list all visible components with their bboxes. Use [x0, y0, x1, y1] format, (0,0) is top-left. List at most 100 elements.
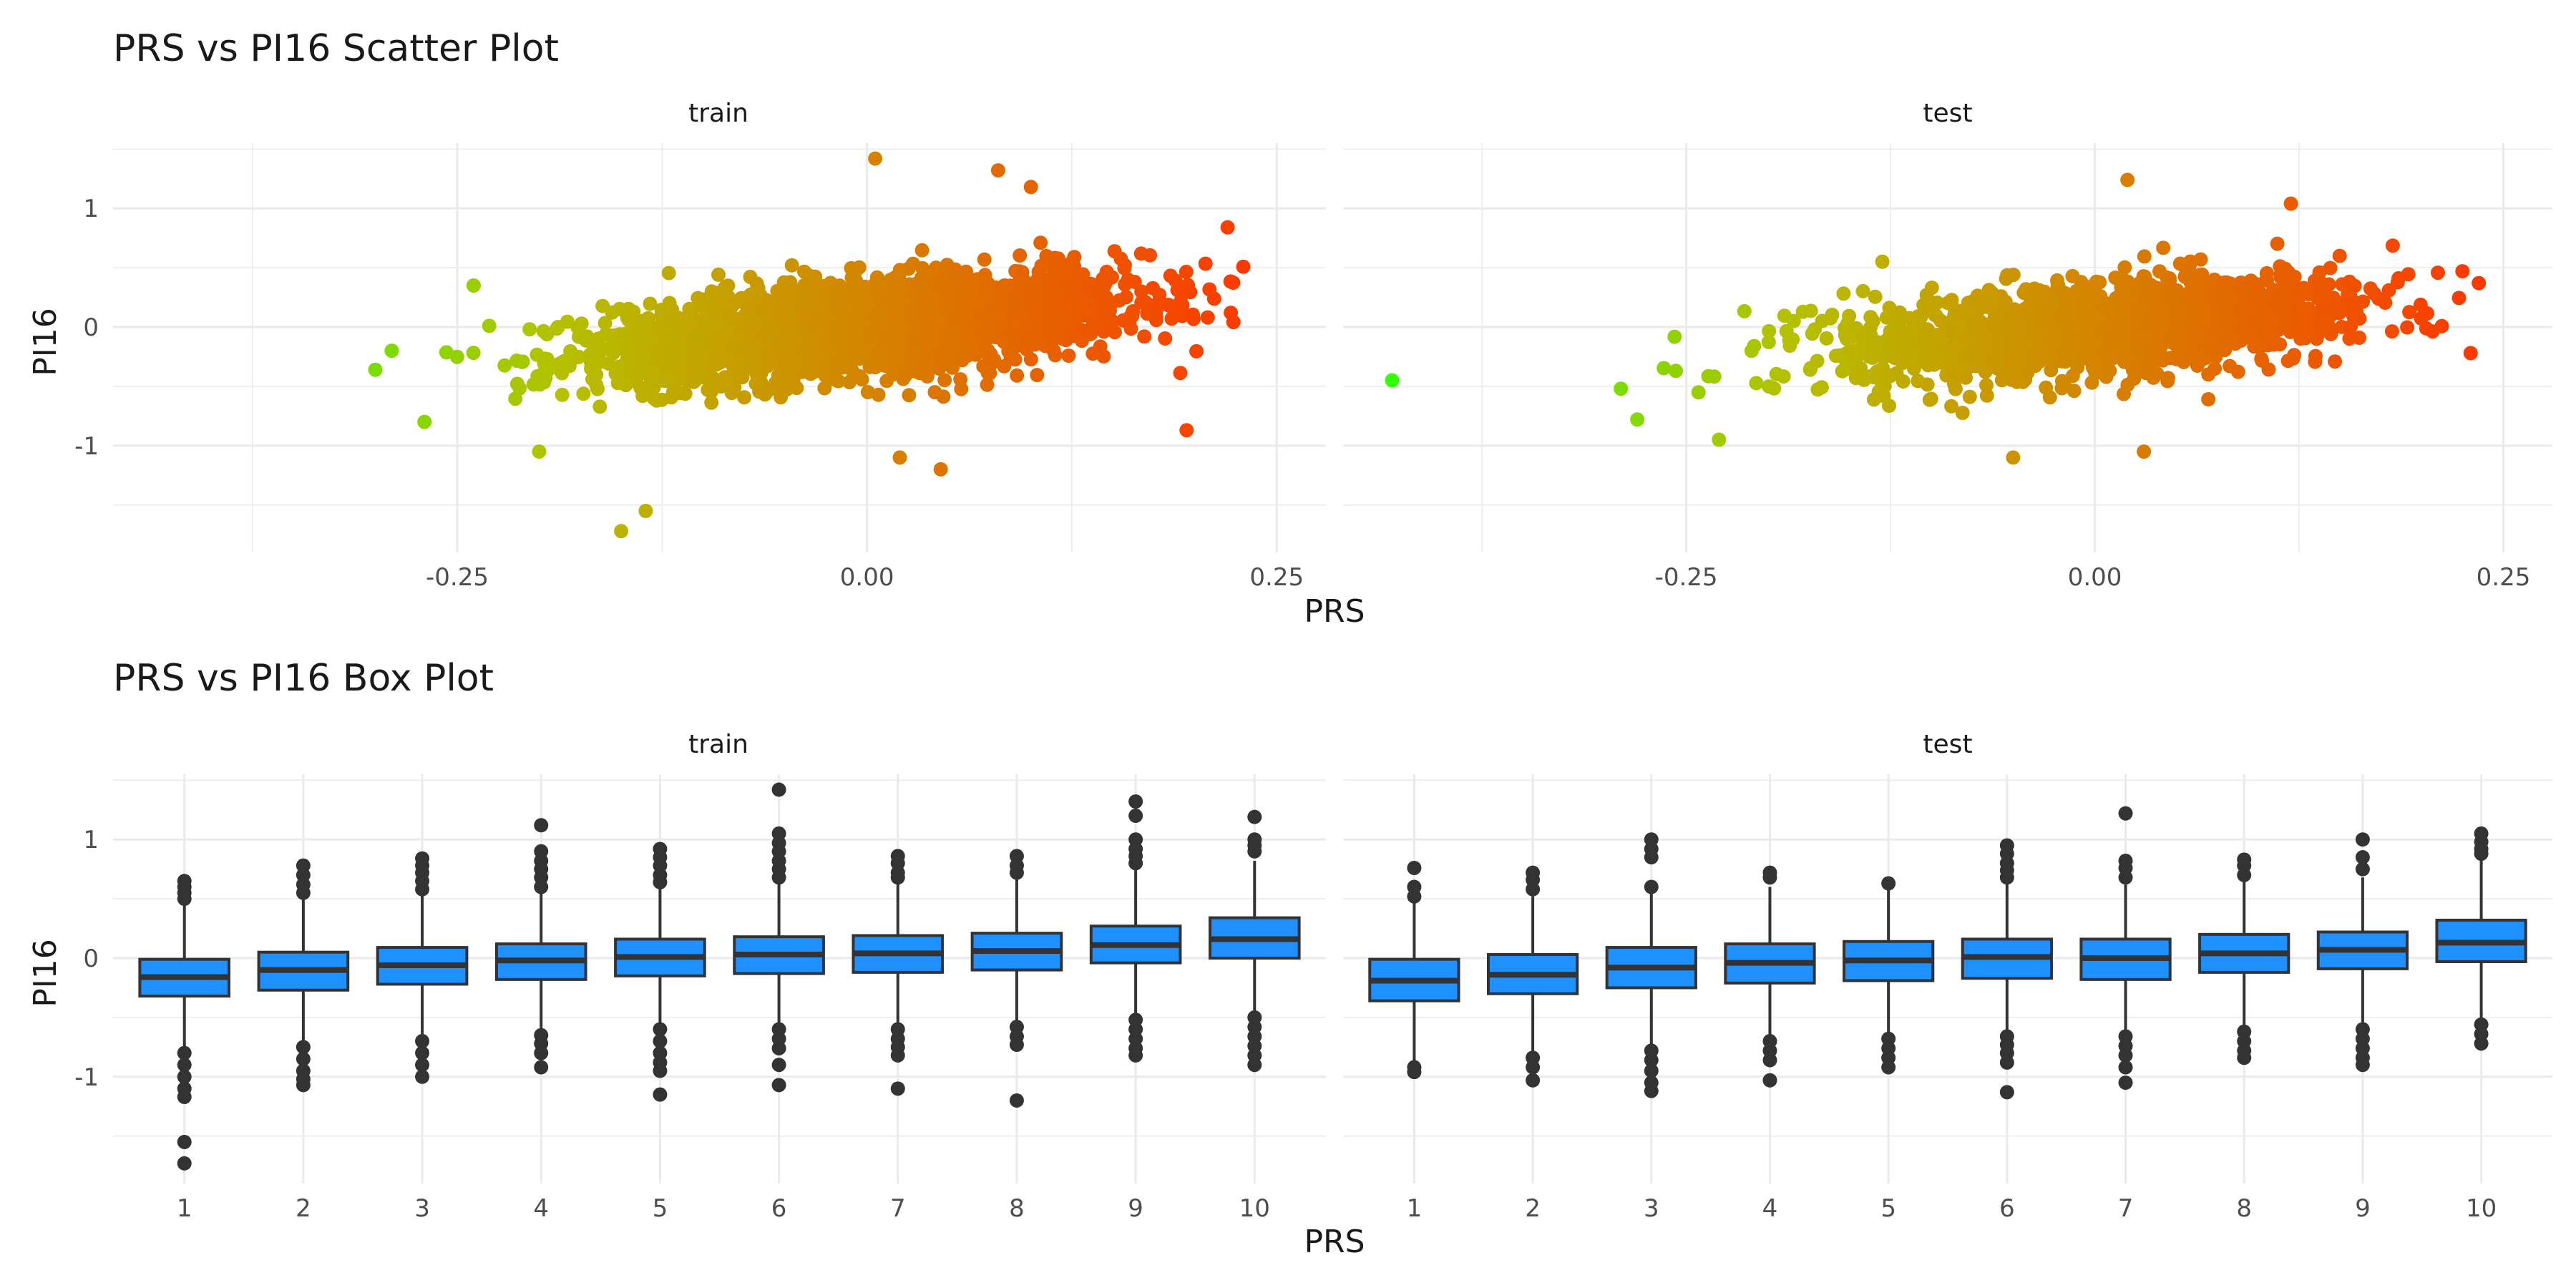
scatter-point [686, 348, 701, 363]
scatter-point [2391, 270, 2406, 286]
scatter-point [689, 329, 704, 344]
scatter-point [879, 374, 894, 389]
scatter-point [999, 278, 1014, 293]
scatter-point [2425, 324, 2440, 339]
scatter-point [664, 390, 679, 405]
scatter-point [1892, 315, 1907, 329]
box-outlier-point [653, 874, 668, 889]
scatter-point [2451, 291, 2467, 306]
scatter-point [787, 362, 801, 377]
box-outlier-point [177, 1069, 192, 1084]
scatter-point [1003, 351, 1018, 366]
scatter-point [1046, 343, 1061, 358]
scatter-point [868, 151, 883, 166]
scatter-point [497, 358, 512, 373]
scatter-point [957, 326, 972, 341]
scatter-point [2182, 324, 2197, 339]
y-tick-label: 0 [83, 945, 99, 973]
scatter-point [1046, 256, 1060, 271]
box-panel-train: 10-11 2 3 4 5 6 7 8 9 10 [74, 774, 1326, 1223]
scatter-point [1079, 303, 1094, 318]
scatter-point [612, 369, 627, 384]
scatter-point [654, 303, 669, 317]
scatter-point [1994, 373, 2009, 388]
scatter-point [439, 345, 454, 360]
x-tick-label: 8 [2236, 1194, 2252, 1223]
scatter-point [932, 350, 947, 364]
box-strip-label-train: train [688, 730, 748, 759]
scatter-point [2384, 324, 2399, 339]
scatter-point [1979, 388, 1994, 403]
scatter-point [584, 361, 598, 376]
scatter-point [1148, 297, 1163, 312]
scatter-point [1029, 306, 1044, 321]
scatter-point [1140, 306, 1155, 321]
scatter-point [1657, 361, 1672, 376]
scatter-point [835, 358, 850, 374]
x-tick-label: 3 [414, 1194, 430, 1223]
scatter-point [1883, 369, 1897, 384]
scatter-point [674, 359, 688, 374]
box-outlier-point [1881, 1060, 1896, 1075]
scatter-strip-label-train: train [688, 99, 748, 128]
box-outlier-point [653, 1034, 668, 1049]
scatter-point [384, 343, 399, 358]
box-outlier-point [1128, 809, 1143, 824]
scatter-point [1888, 351, 1903, 366]
scatter-point [980, 377, 995, 392]
scatter-point [1749, 376, 1764, 391]
scatter-point [1093, 339, 1108, 354]
scatter-point [682, 301, 697, 316]
scatter-point [2064, 298, 2079, 313]
box-outlier-point [296, 885, 311, 900]
scatter-point [703, 359, 718, 374]
scatter-point [1906, 361, 1921, 376]
box-plot-title: PRS vs PI16 Box Plot [113, 657, 494, 700]
box-outlier-point [534, 818, 549, 833]
scatter-point [2385, 238, 2400, 253]
scatter-point [555, 356, 569, 370]
scatter-point [984, 356, 999, 371]
scatter-point [1179, 264, 1194, 279]
box-outlier-point [1009, 865, 1024, 880]
scatter-point [1669, 364, 1683, 379]
scatter-point [1189, 343, 1204, 358]
scatter-point [1013, 248, 1028, 263]
box-outlier-point [771, 782, 786, 797]
scatter-point [1747, 338, 1762, 353]
box-outlier-point [415, 882, 430, 897]
scatter-point [2120, 172, 2135, 187]
scatter-point [1067, 250, 1082, 265]
scatter-point [2152, 334, 2167, 349]
box-outlier-point [890, 870, 905, 885]
scatter-point [1010, 368, 1025, 383]
scatter-point [2328, 354, 2343, 369]
scatter-point [1236, 259, 1251, 274]
scatter-point [1868, 289, 1883, 304]
scatter-plot-title: PRS vs PI16 Scatter Plot [113, 27, 559, 70]
y-tick-label: 1 [83, 195, 99, 223]
scatter-point [1944, 399, 1958, 414]
scatter-point [2223, 291, 2238, 306]
scatter-point [1712, 432, 1727, 447]
box-outlier-point [415, 1045, 430, 1060]
box-outlier-point [771, 870, 786, 885]
scatter-point [662, 313, 677, 328]
scatter-point [2198, 313, 2213, 328]
box-outlier-point [296, 1040, 311, 1055]
box-panel-test: 1 2 3 4 5 6 7 8 9 10 [1343, 774, 2552, 1223]
scatter-point [1667, 329, 1682, 344]
scatter-point [830, 374, 845, 389]
scatter-point [1105, 270, 1119, 285]
scatter-point [1137, 329, 1152, 344]
y-tick-label: 0 [83, 313, 99, 342]
scatter-point [2273, 267, 2288, 282]
scatter-point [2086, 361, 2101, 376]
scatter-point [1815, 313, 1830, 328]
scatter-point [1023, 352, 1038, 367]
scatter-point [508, 391, 523, 406]
box-outlier-point [1407, 1065, 1422, 1080]
x-tick-label: 9 [1128, 1194, 1143, 1223]
scatter-point [729, 356, 744, 371]
